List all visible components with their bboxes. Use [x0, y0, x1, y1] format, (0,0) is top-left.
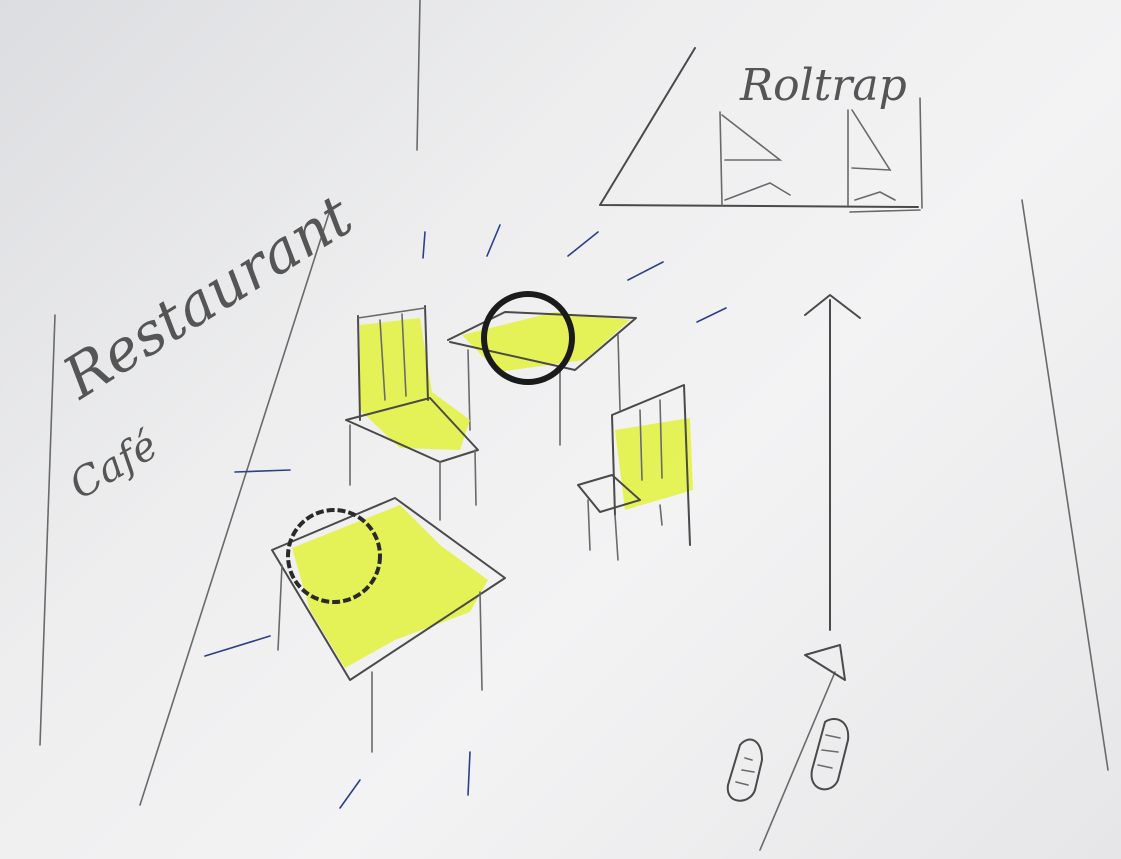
- table-marker-circle-top: [481, 291, 575, 385]
- cafe-label: Café: [62, 422, 165, 508]
- escalator-sign: [599, 47, 923, 213]
- shop-front-line: [139, 209, 331, 806]
- escalator-label: Roltrap: [739, 60, 907, 111]
- emphasis-strokes: [204, 224, 727, 809]
- chair-left: [345, 305, 479, 521]
- table-marker-circle-bottom: [286, 508, 382, 604]
- footprints-icon: [726, 718, 850, 802]
- restaurant-label: Restaurant: [51, 181, 365, 412]
- top-divider-line: [416, 0, 421, 151]
- table-bottom-left: [271, 497, 506, 753]
- table-top-center: [447, 311, 637, 446]
- chair-right: [577, 384, 693, 561]
- right-wall-line: [1021, 199, 1109, 771]
- walking-direction-arrow: [759, 294, 861, 851]
- left-wall-line: [39, 314, 56, 746]
